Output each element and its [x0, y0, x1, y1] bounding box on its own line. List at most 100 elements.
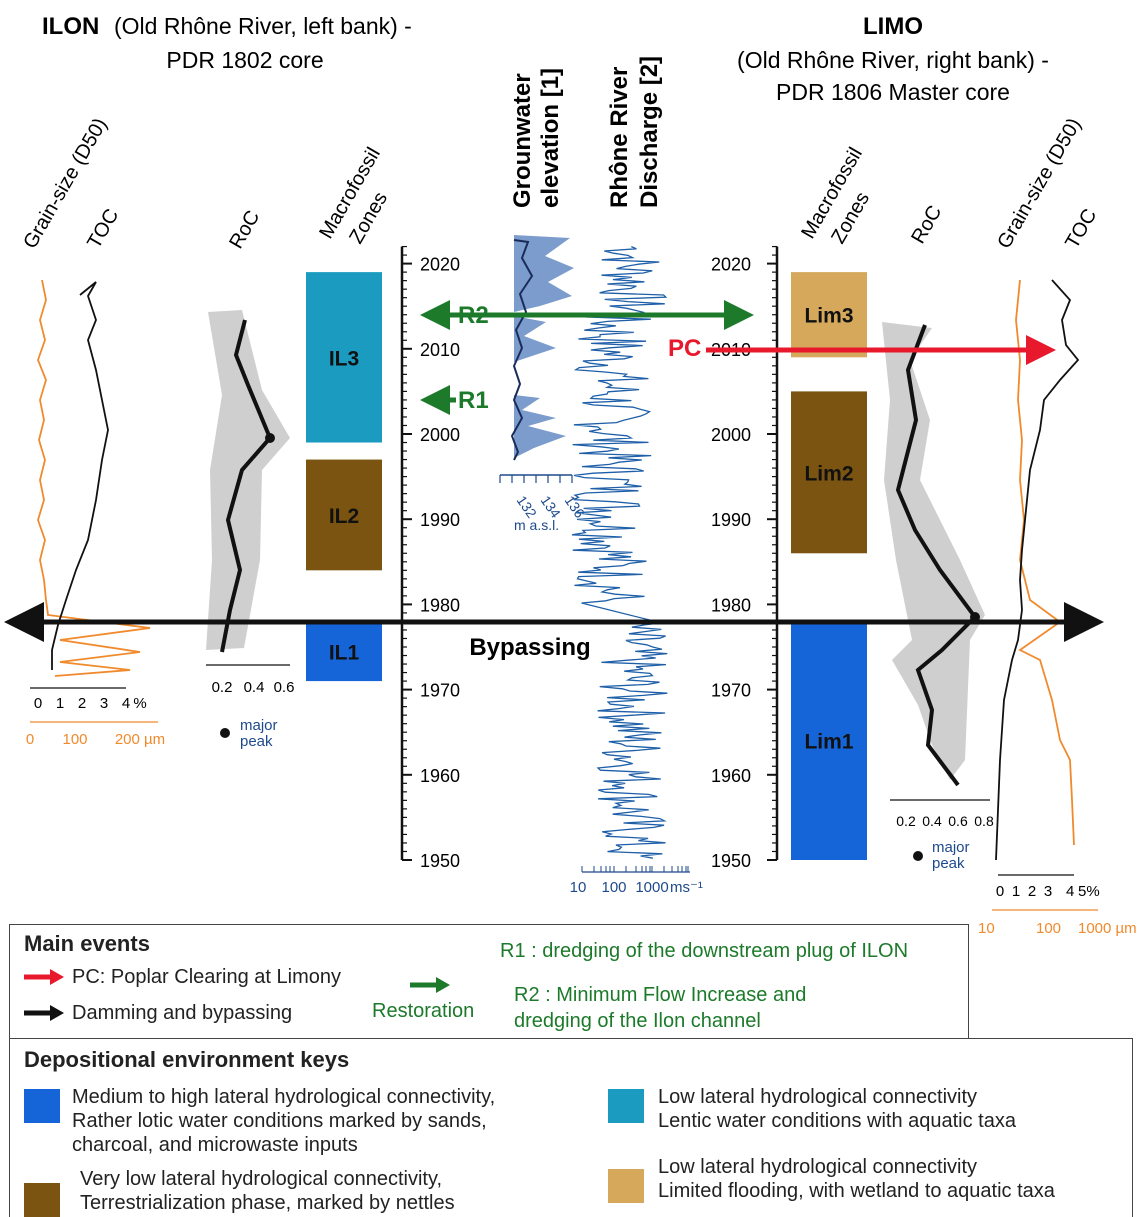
left-toc-tick-0: 0: [34, 695, 42, 712]
left-grain-tick-0: 0: [26, 731, 34, 748]
left-year-label: 1970: [420, 681, 460, 701]
discharge-tick-10: 10: [570, 879, 587, 896]
zone-label-il3: IL3: [329, 347, 359, 370]
right-major-peak-label-2: peak: [932, 855, 965, 872]
pc-legend-text: PC: Poplar Clearing at Limony: [72, 966, 342, 988]
lentic-text-2: Lentic water conditions with aquatic tax…: [658, 1110, 1016, 1132]
left-major-peak-label: major: [240, 717, 278, 734]
left-major-peak-dot: [220, 728, 230, 738]
left-toc-tick-4: 4: [122, 695, 130, 712]
gw-range-mid: [514, 316, 556, 362]
right-year-label: 1950: [711, 851, 751, 871]
left-roc-tick-04: 0.4: [244, 679, 265, 696]
discharge-ticks: [581, 866, 689, 872]
left-roc-tick-02: 0.2: [212, 679, 233, 696]
right-core-name: PDR 1806 Master core: [776, 79, 1010, 105]
damming-legend-arrow-icon: [24, 1005, 64, 1021]
left-col-roc: RoC: [225, 207, 264, 253]
right-grain-tick-10: 10: [978, 920, 995, 937]
gw-title-2: elevation [1]: [537, 68, 564, 208]
keys-title: Depositional environment keys: [24, 1047, 350, 1072]
left-major-peak-label-2: peak: [240, 733, 273, 750]
left-roc-tick-06: 0.6: [274, 679, 295, 696]
r2-label: R2: [458, 302, 489, 329]
pc-legend-arrow-icon: [24, 969, 64, 985]
restoration-legend-text: Restoration: [372, 1000, 475, 1022]
right-major-peak-dot: [913, 851, 923, 861]
right-grain-curve: [1015, 279, 1075, 846]
depositional-keys-legend: Depositional environment keys Medium to …: [9, 1038, 1133, 1217]
zone-lim1: [791, 621, 867, 860]
restoration-legend-arrow-icon: [410, 977, 450, 993]
right-roc-tick-04: 0.4: [922, 813, 942, 829]
r2-legend-text-1: R2 : Minimum Flow Increase and: [514, 984, 807, 1006]
zone-lim2: [791, 391, 867, 554]
gw-range-top: [514, 235, 574, 312]
right-roc-tick-06: 0.6: [948, 813, 968, 829]
gw-unit: m a.s.l.: [514, 517, 559, 533]
right-toc-tick-1: 1: [1012, 883, 1020, 900]
discharge-unit: ms⁻¹: [670, 879, 703, 896]
discharge-title-2: Discharge [2]: [636, 56, 663, 208]
right-toc-tick-3: 3: [1044, 883, 1052, 900]
right-year-label: 1970: [711, 681, 751, 701]
gw-range-bottom: [514, 395, 566, 458]
flooding-swatch: [608, 1169, 644, 1203]
discharge-tick-100: 100: [601, 879, 626, 896]
left-roc-band: [206, 310, 290, 650]
left-roc-panel: 0.2 0.4 0.6 major peak: [206, 310, 294, 750]
zone-label-lim3: Lim3: [804, 305, 853, 328]
left-grain-toc-panel: 0 1 2 3 4 % 0 100 200 µm: [26, 279, 165, 748]
left-core-name: PDR 1802 core: [166, 47, 323, 73]
gw-ticks: [499, 475, 573, 483]
zone-label-il1: IL1: [329, 641, 360, 664]
right-toc-tick-0: 0: [996, 883, 1004, 900]
right-toc-curve: [995, 279, 1080, 861]
left-macrofossil-zones: IL3 IL2 IL1: [306, 272, 382, 682]
lentic-text-1: Low lateral hydrological connectivity: [658, 1086, 978, 1108]
left-year-axis: 2020 2010 2000 1990 1980 1970 1960 1950: [400, 245, 460, 871]
right-toc-tick-5: 5%: [1078, 883, 1100, 900]
gw-title-1: Grounwater: [509, 73, 536, 208]
zone-il3: [306, 272, 382, 443]
right-roc-panel: 0.2 0.4 0.6 0.8 major peak: [882, 322, 994, 872]
terrestrial-swatch: [24, 1183, 60, 1217]
right-year-label: 1960: [711, 766, 751, 786]
zone-label-il2: IL2: [329, 505, 359, 528]
right-grain-tick-1000: 1000 µm: [1078, 920, 1137, 937]
right-site-desc: (Old Rhône River, right bank) -: [737, 47, 1049, 73]
zone-label-lim1: Lim1: [804, 731, 853, 754]
left-year-label: 1950: [420, 851, 460, 871]
gw-mean-line: [510, 239, 534, 461]
left-col-toc: TOC: [83, 205, 123, 252]
right-major-peak-label: major: [932, 839, 970, 856]
discharge-series: [571, 246, 668, 859]
lentic-swatch: [608, 1089, 644, 1123]
left-toc-tick-2: 2: [78, 695, 86, 712]
left-year-label: 2010: [420, 340, 460, 360]
right-toc-tick-2: 2: [1028, 883, 1036, 900]
right-year-label: 2000: [711, 425, 751, 445]
terrestrial-text-2: Terrestrialization phase, marked by nett…: [80, 1192, 455, 1214]
discharge-tick-1000: 1000: [635, 879, 668, 896]
right-year-label: 1990: [711, 510, 751, 530]
zone-lim3: [791, 272, 867, 358]
left-year-label: 2000: [420, 425, 460, 445]
right-year-label: 2020: [711, 255, 751, 275]
right-col-roc: RoC: [907, 202, 946, 248]
right-toc-tick-45: 4: [1066, 883, 1074, 900]
r1-legend-text: R1 : dredging of the downstream plug of …: [500, 940, 909, 962]
main-events-title: Main events: [24, 931, 150, 956]
left-site-title: ILON: [42, 13, 99, 40]
zone-label-lim2: Lim2: [804, 462, 853, 485]
discharge-panel: 10 100 1000 ms⁻¹: [570, 246, 703, 896]
left-grain-curve: [37, 279, 151, 677]
flooding-text-2: Limited flooding, with wetland to aquati…: [658, 1180, 1055, 1202]
right-roc-tick-02: 0.2: [896, 813, 916, 829]
left-year-label: 1980: [420, 595, 460, 615]
left-year-label: 1960: [420, 766, 460, 786]
left-roc-peak: [265, 433, 275, 443]
main-events-legend: Main events PC: Poplar Clearing at Limon…: [9, 924, 969, 1039]
left-toc-tick-1: 1: [56, 695, 64, 712]
left-grain-tick-200: 200 µm: [115, 731, 165, 748]
